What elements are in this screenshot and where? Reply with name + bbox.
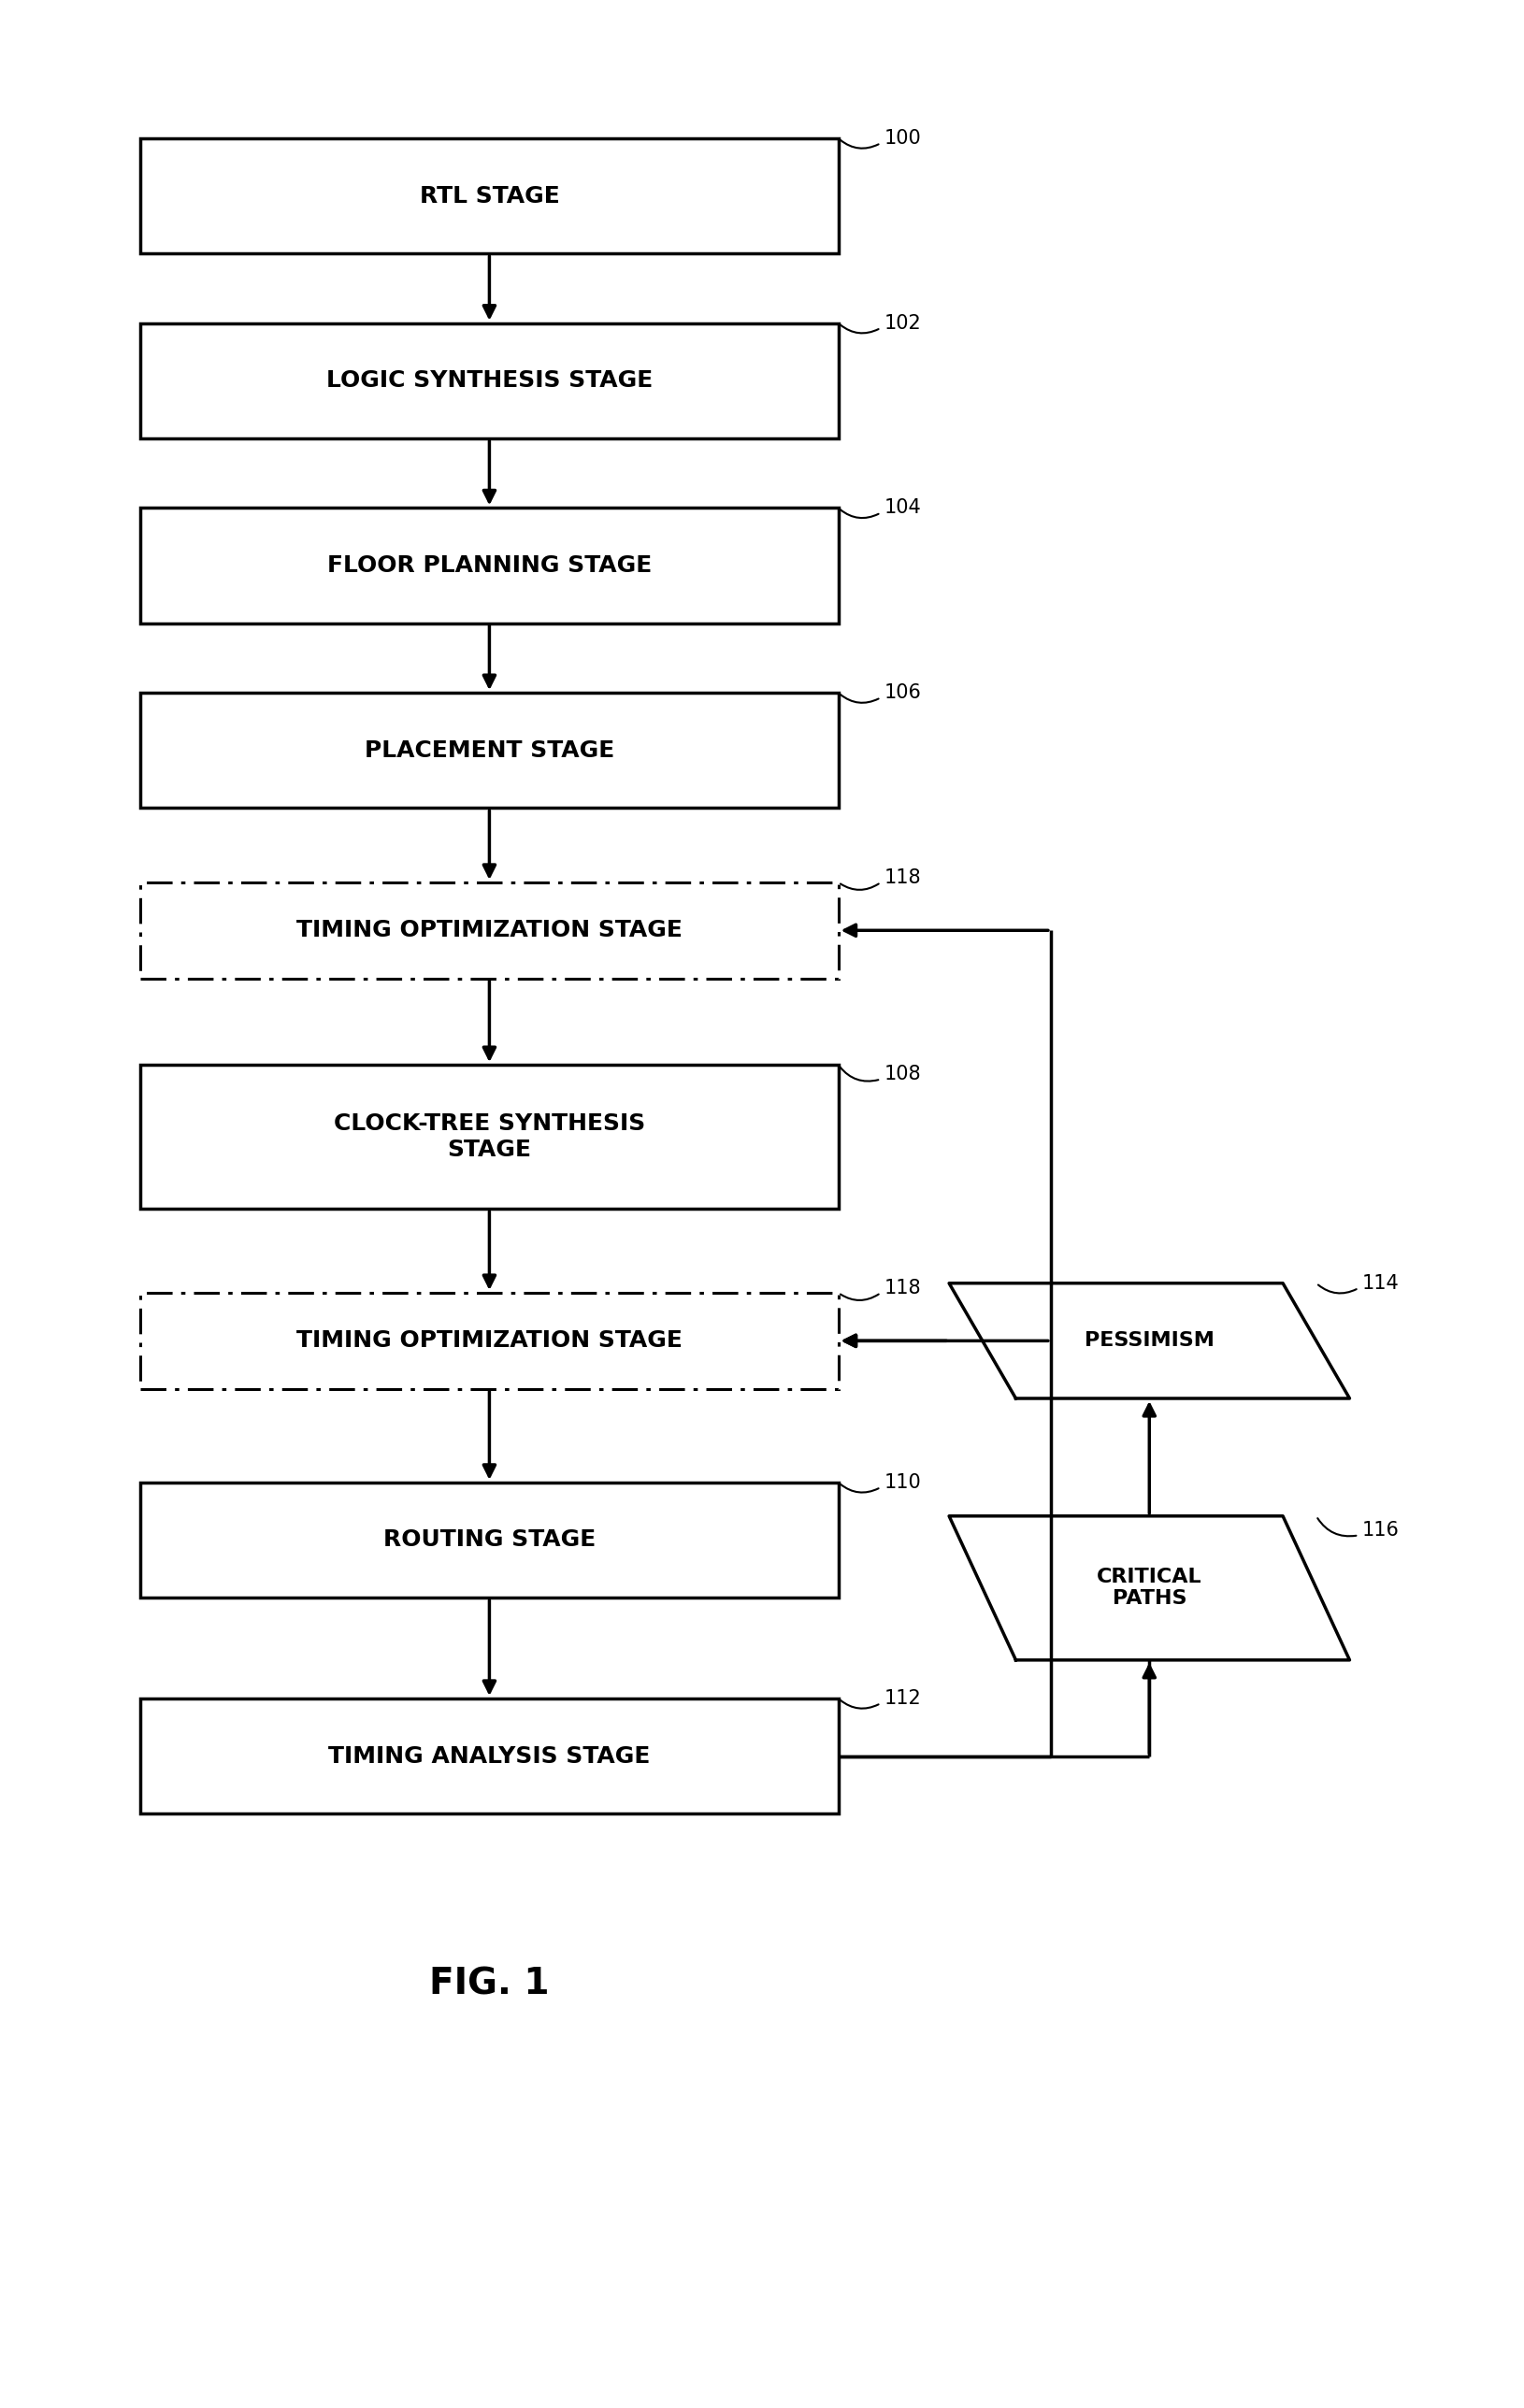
Text: TIMING OPTIMIZATION STAGE: TIMING OPTIMIZATION STAGE xyxy=(296,920,681,942)
Text: 100: 100 xyxy=(884,130,920,147)
Text: 114: 114 xyxy=(1361,1274,1398,1293)
Text: 108: 108 xyxy=(884,1064,920,1084)
Text: PESSIMISM: PESSIMISM xyxy=(1084,1332,1213,1351)
Bar xyxy=(140,694,838,809)
Polygon shape xyxy=(948,1517,1349,1659)
Text: 102: 102 xyxy=(884,313,920,332)
Bar xyxy=(140,881,838,978)
Bar xyxy=(140,1064,838,1209)
Text: 116: 116 xyxy=(1361,1522,1398,1539)
Text: FLOOR PLANNING STAGE: FLOOR PLANNING STAGE xyxy=(326,554,651,578)
Text: TIMING OPTIMIZATION STAGE: TIMING OPTIMIZATION STAGE xyxy=(296,1329,681,1351)
Text: ROUTING STAGE: ROUTING STAGE xyxy=(383,1529,596,1551)
Text: CLOCK-TREE SYNTHESIS
STAGE: CLOCK-TREE SYNTHESIS STAGE xyxy=(334,1112,645,1161)
Text: PLACEMENT STAGE: PLACEMENT STAGE xyxy=(364,739,614,761)
Text: CRITICAL
PATHS: CRITICAL PATHS xyxy=(1096,1568,1201,1609)
Text: 112: 112 xyxy=(884,1688,920,1707)
Text: LOGIC SYNTHESIS STAGE: LOGIC SYNTHESIS STAGE xyxy=(326,368,652,393)
Bar xyxy=(140,137,838,253)
Text: 118: 118 xyxy=(884,869,920,886)
Text: RTL STAGE: RTL STAGE xyxy=(419,185,559,207)
Bar xyxy=(140,1698,838,1813)
Bar xyxy=(140,323,838,438)
Bar xyxy=(140,1483,838,1597)
Text: 104: 104 xyxy=(884,498,920,518)
Text: 110: 110 xyxy=(884,1474,920,1493)
Text: TIMING ANALYSIS STAGE: TIMING ANALYSIS STAGE xyxy=(328,1746,649,1767)
Text: 106: 106 xyxy=(884,684,920,703)
Bar xyxy=(140,1293,838,1389)
Polygon shape xyxy=(948,1283,1349,1399)
Bar xyxy=(140,508,838,624)
Text: 118: 118 xyxy=(884,1279,920,1298)
Text: FIG. 1: FIG. 1 xyxy=(430,1967,549,2001)
